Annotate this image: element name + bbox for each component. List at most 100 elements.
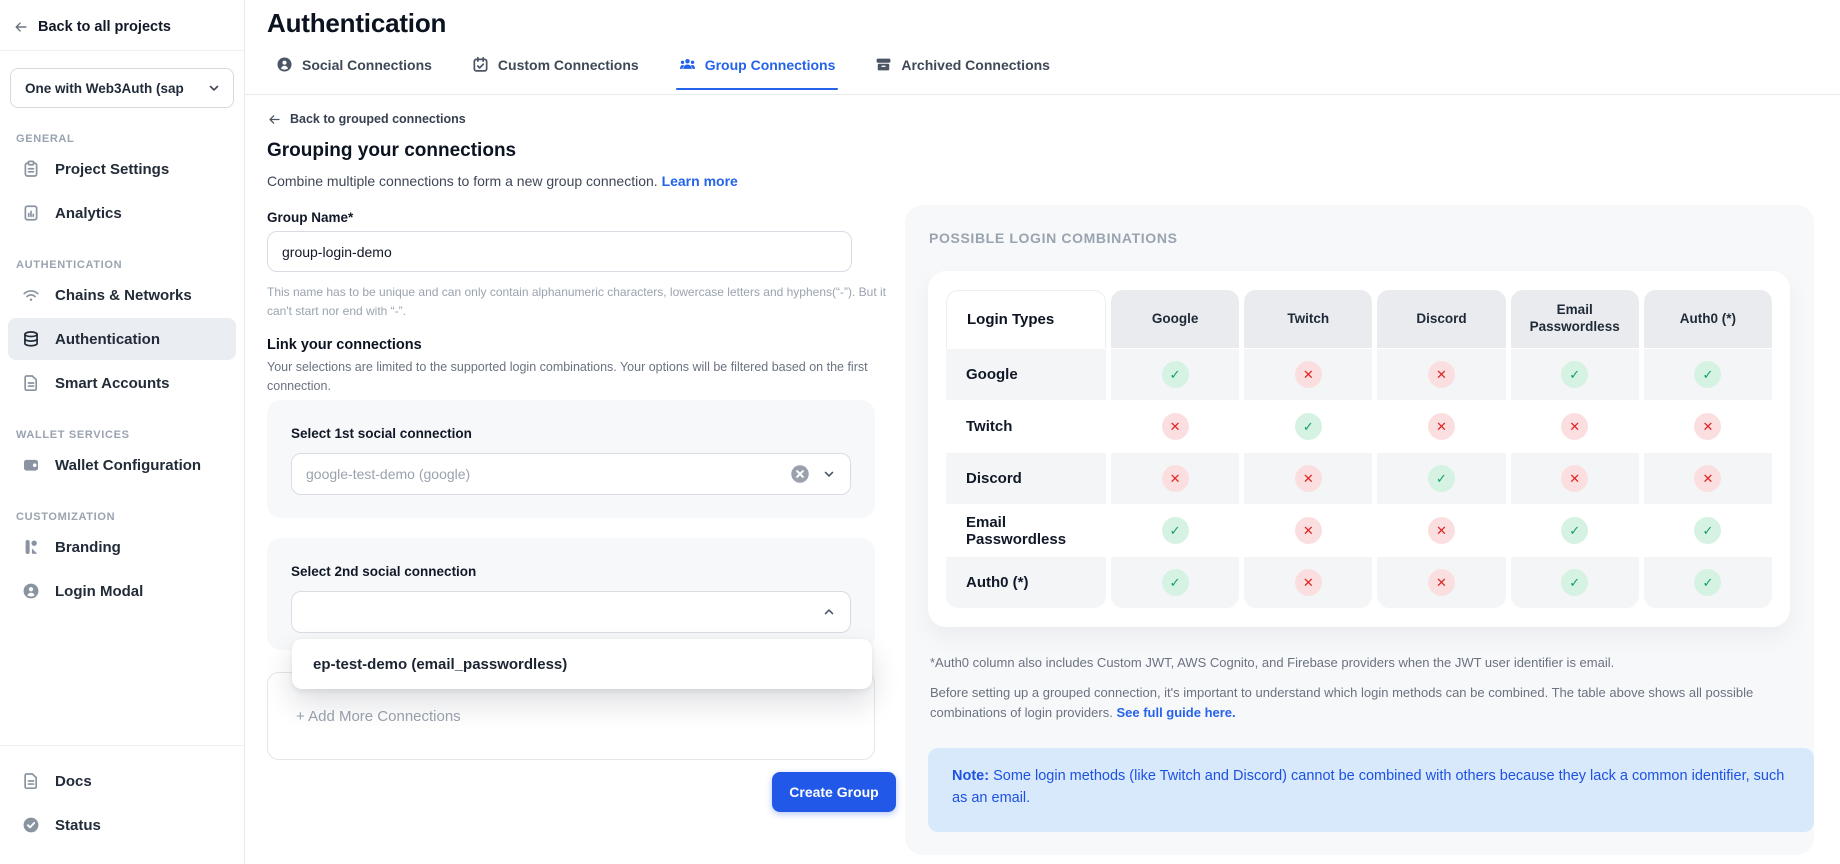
- row-label-twitch: Twitch: [946, 400, 1106, 452]
- sidebar-item-chains-networks[interactable]: Chains & Networks: [8, 274, 236, 316]
- group-name-input[interactable]: [267, 231, 852, 272]
- clear-selection-icon[interactable]: [790, 464, 810, 484]
- clipboard-icon: [22, 160, 40, 178]
- column-header-auth0: Auth0 (*): [1643, 290, 1772, 348]
- check-icon: ✓: [1694, 517, 1722, 544]
- table-cell: ✕: [1111, 400, 1240, 452]
- table-corner-header: Login Types: [946, 290, 1106, 348]
- sidebar-item-label: Branding: [55, 538, 121, 556]
- first-connection-label: Select 1st social connection: [291, 426, 472, 441]
- cross-icon: ✕: [1294, 517, 1322, 544]
- table-cell: ✕: [1643, 452, 1772, 504]
- sidebar-item-authentication[interactable]: Authentication: [8, 318, 236, 360]
- sidebar-item-project-settings[interactable]: Project Settings: [8, 148, 236, 190]
- tab-custom-connections[interactable]: Custom Connections: [472, 56, 639, 90]
- table-cell: ✓: [1643, 348, 1772, 400]
- wallet-icon: [22, 456, 40, 474]
- sidebar-footer: Docs Status: [0, 745, 244, 864]
- document-icon: [22, 772, 40, 790]
- back-to-grouped-link[interactable]: Back to grouped connections: [268, 112, 466, 126]
- check-icon: ✓: [1694, 569, 1722, 596]
- second-connection-card: Select 2nd social connection: [267, 538, 875, 650]
- tab-label: Social Connections: [302, 56, 432, 73]
- sidebar-item-docs[interactable]: Docs: [8, 760, 236, 802]
- sidebar-item-analytics[interactable]: Analytics: [8, 192, 236, 234]
- check-circle-icon: [22, 816, 40, 834]
- first-connection-select[interactable]: google-test-demo (google): [291, 453, 851, 495]
- table-cell: ✓: [1377, 452, 1506, 504]
- table-cell: ✕: [1111, 452, 1240, 504]
- sidebar-sections: GENERAL Project Settings Analytics AUTHENTI…: [0, 108, 244, 614]
- sidebar-item-status[interactable]: Status: [8, 804, 236, 846]
- sidebar-item-login-modal[interactable]: Login Modal: [8, 570, 236, 612]
- column-header-discord: Discord: [1377, 290, 1506, 348]
- second-connection-select[interactable]: [291, 591, 851, 633]
- login-combinations-panel: POSSIBLE LOGIN COMBINATIONS Login Types G…: [905, 205, 1814, 855]
- sidebar-item-label: Docs: [55, 772, 92, 790]
- first-connection-value: google-test-demo (google): [306, 466, 471, 482]
- tab-social-connections[interactable]: Social Connections: [276, 56, 432, 90]
- learn-more-link[interactable]: Learn more: [661, 173, 738, 189]
- link-connections-help: Your selections are limited to the suppo…: [267, 360, 868, 393]
- sidebar-item-label: Project Settings: [55, 160, 170, 178]
- cross-icon: ✕: [1561, 465, 1589, 492]
- note-box: Note: Some login methods (like Twitch an…: [928, 748, 1814, 832]
- document-icon: [22, 374, 40, 392]
- table-cell: ✕: [1377, 504, 1506, 556]
- link-connections-heading: Link your connections: [267, 337, 422, 353]
- row-label-email-passwordless: Email Passwordless: [946, 504, 1106, 556]
- chevron-down-icon[interactable]: [822, 467, 836, 481]
- check-icon: ✓: [1161, 517, 1189, 544]
- cross-icon: ✕: [1427, 413, 1455, 440]
- check-icon: ✓: [1561, 361, 1589, 388]
- combinations-table: Login Types Google Twitch Discord Email Pass…: [946, 290, 1772, 608]
- sidebar-item-wallet-configuration[interactable]: Wallet Configuration: [8, 444, 236, 486]
- auth0-footnote: *Auth0 column also includes Custom JWT, …: [930, 655, 1615, 670]
- tab-group-connections[interactable]: Group Connections: [675, 56, 839, 90]
- check-icon: ✓: [1161, 361, 1189, 388]
- chevron-up-icon[interactable]: [822, 605, 836, 619]
- table-cell: ✕: [1510, 452, 1639, 504]
- group-name-label: Group Name*: [267, 210, 354, 225]
- second-connection-label: Select 2nd social connection: [291, 564, 477, 579]
- cross-icon: ✕: [1427, 517, 1455, 544]
- cross-icon: ✕: [1694, 413, 1722, 440]
- users-group-icon: [679, 56, 696, 73]
- arrow-left-icon: [268, 113, 281, 126]
- project-selector[interactable]: One with Web3Auth (sap: [10, 68, 234, 108]
- sidebar: Back to all projects One with Web3Auth (…: [0, 0, 245, 864]
- cross-icon: ✕: [1294, 361, 1322, 388]
- note-prefix: Note:: [952, 768, 990, 784]
- stack-icon: [22, 330, 40, 348]
- table-cell: ✓: [1111, 348, 1240, 400]
- guide-footnote-text: Before setting up a grouped connection, …: [930, 685, 1754, 721]
- sidebar-item-smart-accounts[interactable]: Smart Accounts: [8, 362, 236, 404]
- table-cell: ✓: [1111, 504, 1240, 556]
- column-header-email-passwordless: Email Passwordless: [1510, 290, 1639, 348]
- table-cell: ✕: [1510, 400, 1639, 452]
- cross-icon: ✕: [1294, 569, 1322, 596]
- create-group-button[interactable]: Create Group: [772, 772, 896, 812]
- table-cell: ✕: [1244, 504, 1373, 556]
- row-label-discord: Discord: [946, 452, 1106, 504]
- dropdown-option-ep-test-demo[interactable]: ep-test-demo (email_passwordless): [313, 655, 568, 673]
- column-header-google: Google: [1111, 290, 1240, 348]
- tab-archived-connections[interactable]: Archived Connections: [875, 56, 1050, 90]
- tab-bar-divider: [245, 94, 1840, 95]
- combinations-panel-title: POSSIBLE LOGIN COMBINATIONS: [929, 230, 1178, 246]
- cross-icon: ✕: [1694, 465, 1722, 492]
- arrow-left-icon: [14, 20, 28, 34]
- full-guide-link[interactable]: See full guide here.: [1116, 705, 1236, 721]
- sidebar-item-label: Smart Accounts: [55, 374, 170, 392]
- sidebar-item-branding[interactable]: Branding: [8, 526, 236, 568]
- table-cell: ✕: [1377, 348, 1506, 400]
- back-to-projects-link[interactable]: Back to all projects: [0, 0, 244, 50]
- cross-icon: ✕: [1561, 413, 1589, 440]
- check-icon: ✓: [1561, 517, 1589, 544]
- cross-icon: ✕: [1161, 413, 1189, 440]
- check-icon: ✓: [1561, 569, 1589, 596]
- sidebar-item-label: Wallet Configuration: [55, 456, 202, 474]
- badge-icon: [472, 56, 489, 73]
- sidebar-section-label: GENERAL: [16, 133, 75, 145]
- analytics-icon: [22, 204, 40, 222]
